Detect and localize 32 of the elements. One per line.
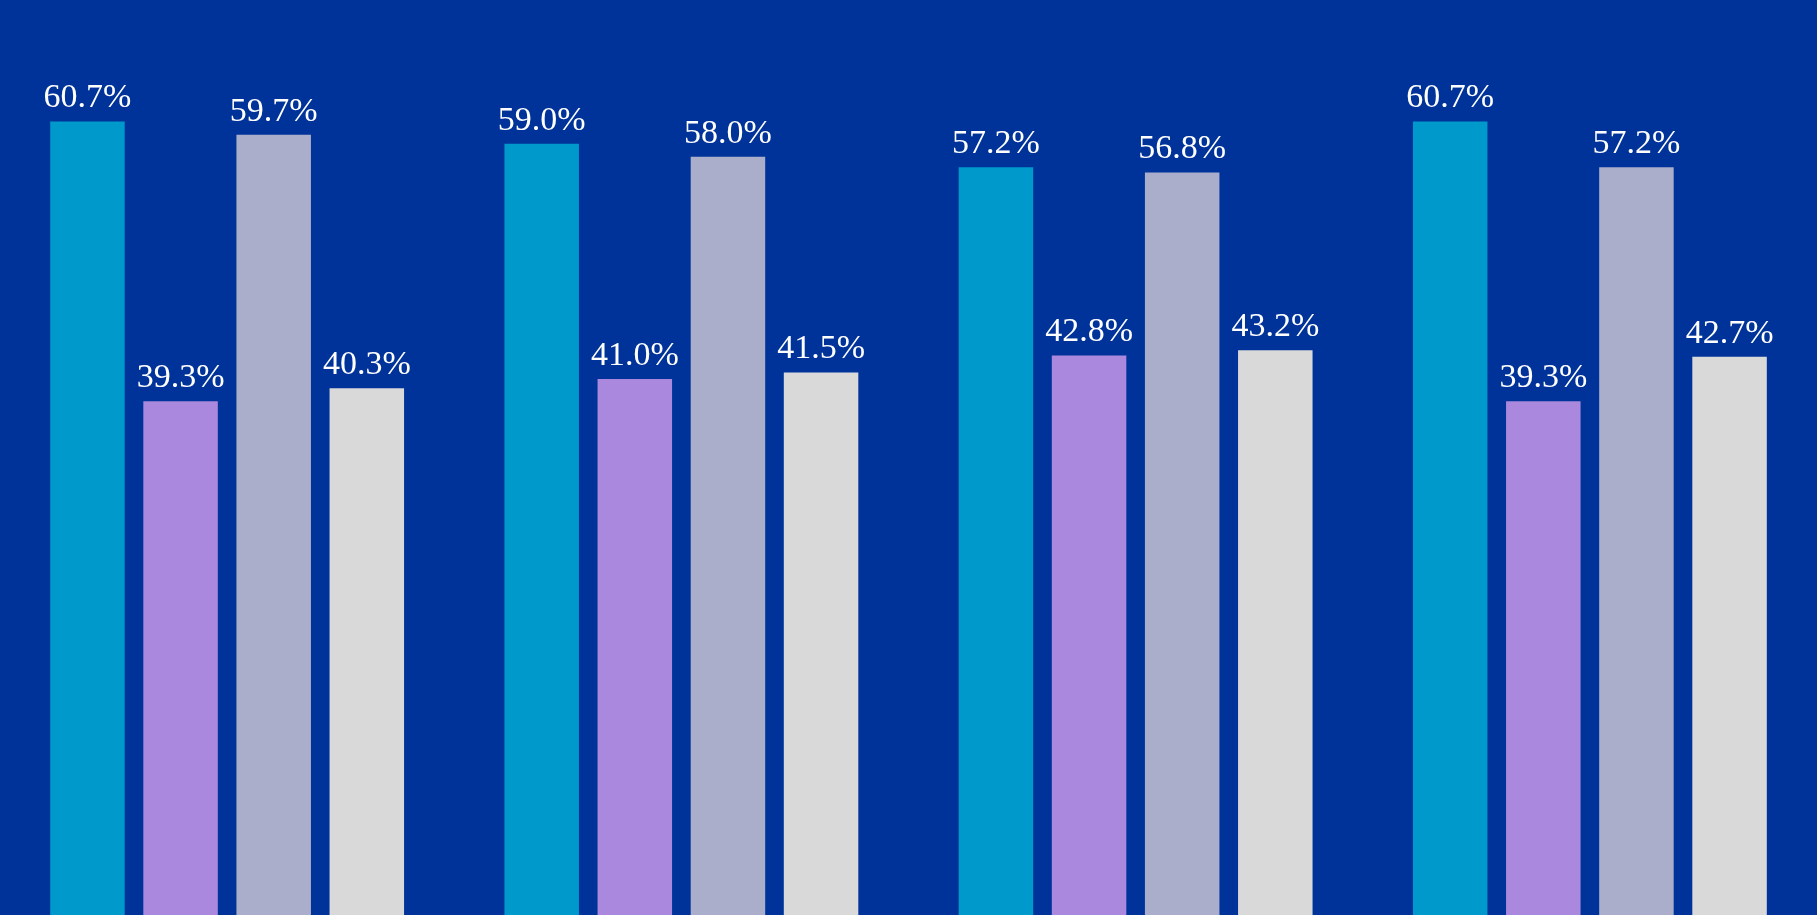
data-label: 58.0% [684,112,772,150]
data-label: 39.3% [1499,357,1588,395]
data-label: 42.8% [1045,311,1133,349]
data-label: 43.2% [1231,306,1320,344]
data-label: 59.7% [229,90,318,128]
bar [1051,355,1127,915]
bar [597,379,673,915]
data-label: 39.3% [136,357,225,395]
data-label: 57.2% [952,123,1040,161]
bar [783,372,859,915]
bar [504,143,579,915]
data-label: 59.0% [497,99,586,137]
bar [1412,121,1488,915]
data-label: 42.7% [1685,312,1774,350]
bar [1506,401,1581,915]
bar [1144,172,1220,915]
data-label: 57.2% [1592,123,1681,161]
bar [329,388,405,915]
bar [50,121,125,915]
bar [1599,167,1674,915]
data-label: 41.5% [777,328,865,366]
data-label: 60.7% [43,77,132,115]
bar [236,134,311,915]
bar [1238,350,1313,915]
data-label: 56.8% [1138,128,1227,166]
bar [690,156,766,915]
data-label: 40.3% [322,344,411,382]
bar [958,167,1034,915]
bar [143,401,218,915]
data-label: 41.0% [590,334,679,372]
bar [1692,356,1767,915]
data-label: 60.7% [1406,77,1495,115]
